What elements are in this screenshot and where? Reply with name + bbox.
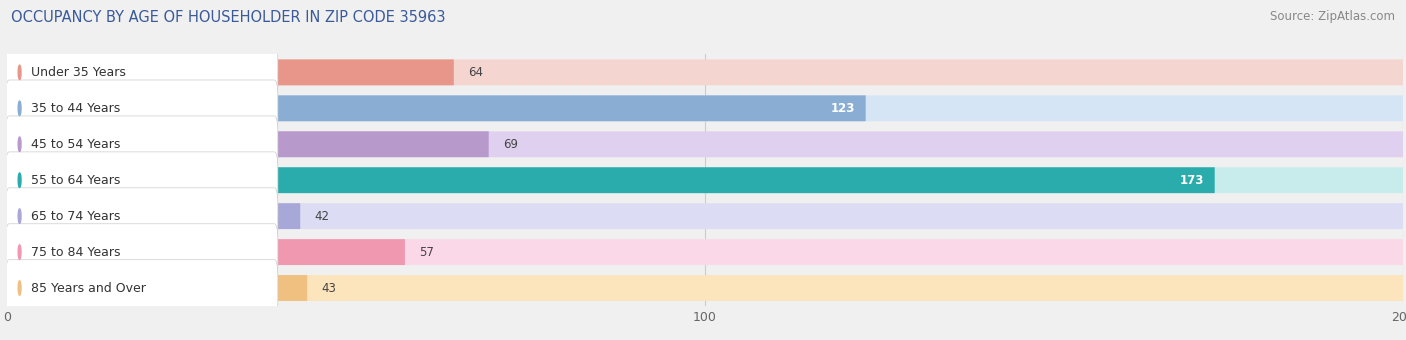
Text: 123: 123 bbox=[831, 102, 855, 115]
Text: 57: 57 bbox=[419, 245, 434, 259]
Text: 65 to 74 Years: 65 to 74 Years bbox=[31, 210, 121, 223]
FancyBboxPatch shape bbox=[7, 203, 1403, 229]
FancyBboxPatch shape bbox=[7, 203, 301, 229]
FancyBboxPatch shape bbox=[7, 131, 489, 157]
FancyBboxPatch shape bbox=[6, 80, 278, 137]
Text: Source: ZipAtlas.com: Source: ZipAtlas.com bbox=[1270, 10, 1395, 23]
FancyBboxPatch shape bbox=[7, 275, 1403, 301]
FancyBboxPatch shape bbox=[7, 239, 1403, 265]
FancyBboxPatch shape bbox=[6, 116, 278, 173]
FancyBboxPatch shape bbox=[6, 152, 278, 208]
Text: 42: 42 bbox=[314, 210, 329, 223]
FancyBboxPatch shape bbox=[6, 224, 278, 280]
Circle shape bbox=[18, 209, 21, 223]
FancyBboxPatch shape bbox=[7, 59, 454, 85]
Circle shape bbox=[18, 65, 21, 80]
Text: 85 Years and Over: 85 Years and Over bbox=[31, 282, 146, 294]
FancyBboxPatch shape bbox=[7, 96, 1403, 121]
Text: 75 to 84 Years: 75 to 84 Years bbox=[31, 245, 121, 259]
FancyBboxPatch shape bbox=[7, 96, 866, 121]
FancyBboxPatch shape bbox=[7, 275, 307, 301]
Circle shape bbox=[18, 137, 21, 152]
Text: OCCUPANCY BY AGE OF HOUSEHOLDER IN ZIP CODE 35963: OCCUPANCY BY AGE OF HOUSEHOLDER IN ZIP C… bbox=[11, 10, 446, 25]
FancyBboxPatch shape bbox=[7, 167, 1403, 193]
Text: 69: 69 bbox=[503, 138, 517, 151]
FancyBboxPatch shape bbox=[7, 167, 1215, 193]
FancyBboxPatch shape bbox=[6, 260, 278, 316]
Text: 35 to 44 Years: 35 to 44 Years bbox=[31, 102, 121, 115]
FancyBboxPatch shape bbox=[6, 44, 278, 101]
FancyBboxPatch shape bbox=[6, 188, 278, 244]
Text: Under 35 Years: Under 35 Years bbox=[31, 66, 127, 79]
Text: 64: 64 bbox=[468, 66, 482, 79]
Text: 173: 173 bbox=[1180, 174, 1204, 187]
FancyBboxPatch shape bbox=[7, 239, 405, 265]
Text: 45 to 54 Years: 45 to 54 Years bbox=[31, 138, 121, 151]
Text: 55 to 64 Years: 55 to 64 Years bbox=[31, 174, 121, 187]
FancyBboxPatch shape bbox=[7, 59, 1403, 85]
Circle shape bbox=[18, 281, 21, 295]
Circle shape bbox=[18, 173, 21, 187]
FancyBboxPatch shape bbox=[7, 131, 1403, 157]
Circle shape bbox=[18, 245, 21, 259]
Text: 43: 43 bbox=[321, 282, 336, 294]
Circle shape bbox=[18, 101, 21, 116]
